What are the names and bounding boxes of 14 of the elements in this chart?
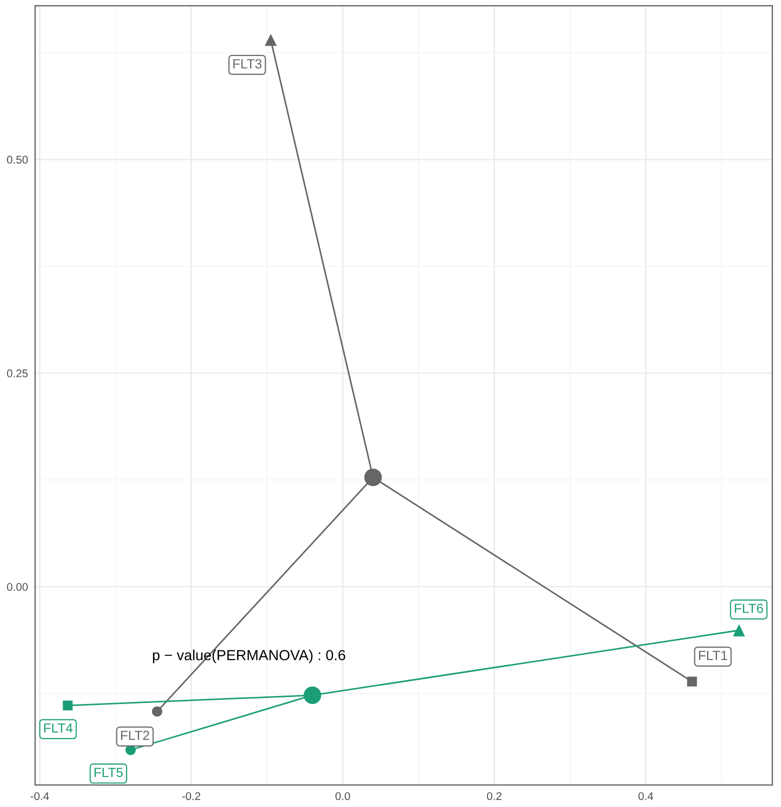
x-tick-label: -0.4 [30,792,49,800]
x-tick-label: 0.2 [486,792,502,800]
y-tick-label: 0.50 [7,156,28,164]
y-tick-label: 0.00 [7,583,28,591]
annotation: FLT2 [121,730,150,740]
x-tick-label: 0.4 [638,792,654,800]
x-tick-label: 0.0 [335,792,350,800]
annotation: FLT3 [233,59,262,68]
y-tick-label: 0.25 [7,369,28,378]
annotation: FLT5 [94,768,123,778]
x-tick-label: -0.2 [182,792,200,800]
annotation: FLT6 [734,604,764,614]
annotation: FLT1 [699,650,728,660]
annotation: FLT4 [44,723,73,733]
